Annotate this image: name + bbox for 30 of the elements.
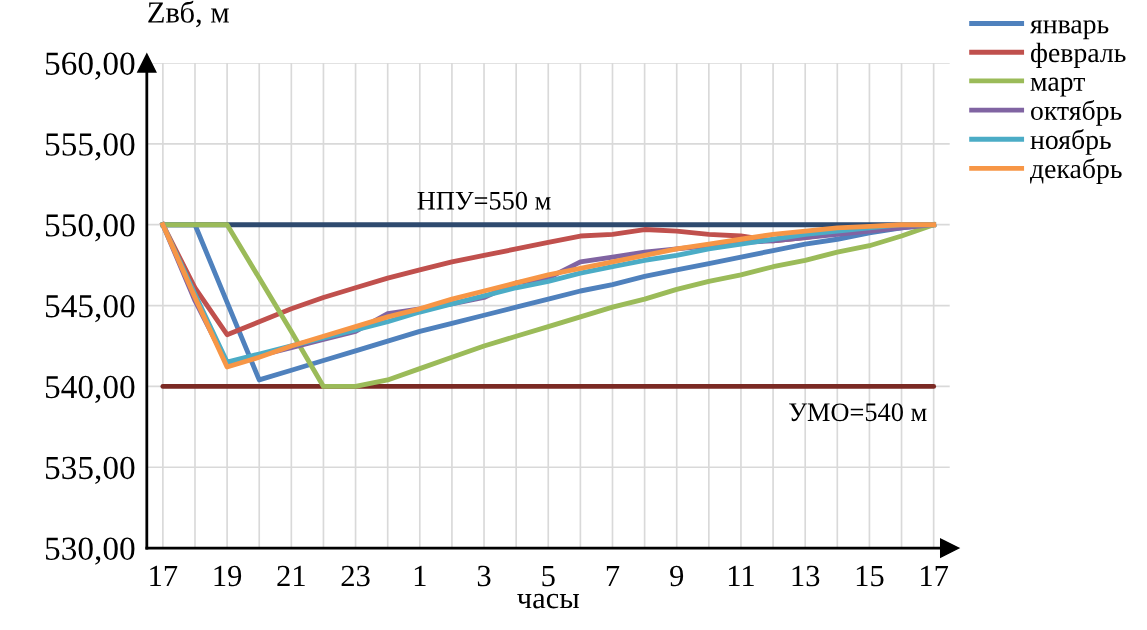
legend-label: февраль [1030, 42, 1126, 68]
y-tick-label: 545,00 [45, 294, 135, 323]
y-tick-label: 540,00 [45, 375, 135, 404]
x-axis-title: часы [517, 593, 580, 609]
legend-label: октябрь [1031, 99, 1122, 126]
x-tick-label: 13 [792, 565, 820, 587]
x-tick-label: 23 [341, 565, 370, 587]
x-tick-label: 21 [277, 565, 305, 586]
legend-label: декабрь [1029, 158, 1122, 184]
legend-label: январь [1030, 20, 1109, 40]
ref-line-label: НПУ=550 м [417, 191, 551, 210]
x-tick-label: 19 [214, 565, 242, 587]
y-tick-label: 555,00 [45, 133, 135, 161]
y-axis-title: Zвб, м [148, 0, 229, 28]
x-tick-label: 7 [606, 565, 620, 586]
legend-label: ноябрь [1030, 129, 1111, 155]
x-tick-label: 9 [670, 565, 684, 587]
y-tick-label: 535,00 [45, 456, 135, 484]
y-tick-label: 550,00 [45, 214, 135, 242]
x-tick-label: 17 [921, 565, 949, 586]
x-tick-label: 5 [542, 565, 555, 587]
legend-label: март [1030, 77, 1085, 97]
y-tick-label: 560,00 [45, 52, 135, 80]
y-tick-label: 530,00 [45, 537, 135, 565]
x-tick-label: 1 [414, 565, 426, 586]
x-tick-label: 11 [728, 565, 754, 586]
x-tick-label: 17 [150, 565, 178, 586]
x-tick-label: 15 [856, 565, 884, 587]
ref-line-label: УМО=540 м [789, 403, 927, 422]
x-tick-label: 3 [477, 565, 491, 587]
